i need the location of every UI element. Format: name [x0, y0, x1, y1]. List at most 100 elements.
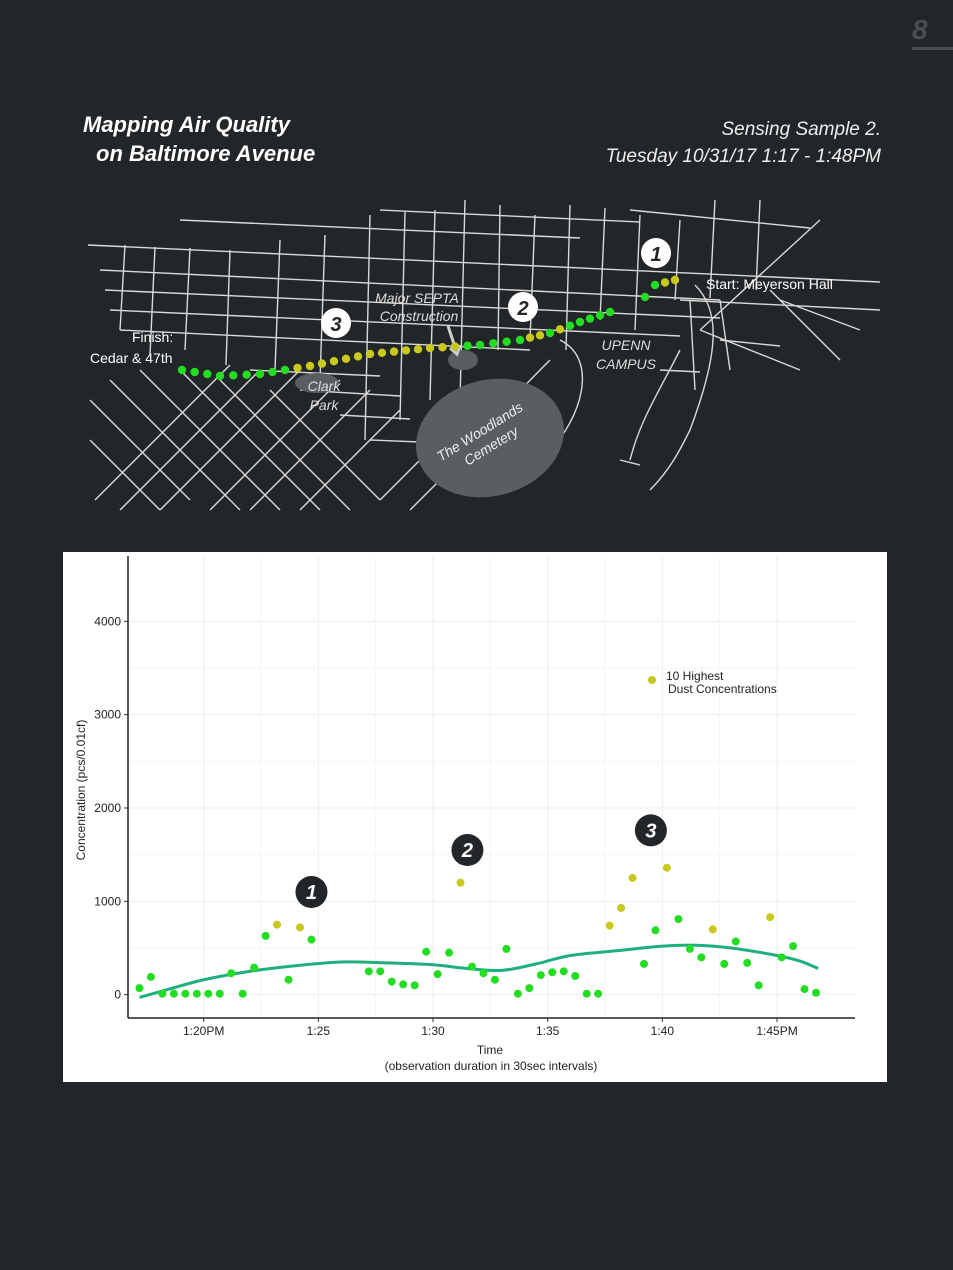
data-point-top10: [456, 878, 465, 887]
sensor-route: [177, 275, 680, 381]
data-point: [743, 958, 752, 967]
data-point: [261, 931, 270, 940]
x-axis-title: Time: [477, 1043, 504, 1057]
route-reading-dot: [229, 371, 238, 380]
data-point-top10: [273, 920, 282, 929]
data-point: [559, 967, 568, 976]
y-tick-label: 1000: [94, 894, 121, 908]
data-point: [284, 975, 293, 984]
route-reading-dot: [353, 352, 363, 361]
route-reading-dot: [660, 278, 670, 287]
finish-label-1: Finish:: [132, 329, 173, 345]
data-point: [754, 981, 763, 990]
data-point: [513, 989, 522, 998]
route-reading-dot: [585, 314, 595, 323]
campus-label-1: UPENN: [601, 337, 651, 353]
y-tick-label: 2000: [94, 801, 121, 815]
data-point: [410, 981, 419, 990]
svg-text:3: 3: [330, 314, 341, 336]
data-point: [215, 989, 224, 998]
data-point: [490, 975, 499, 984]
data-point: [777, 953, 786, 962]
route-reading-dot: [670, 275, 680, 285]
data-point: [433, 970, 442, 979]
route-reading-dot: [242, 370, 251, 379]
legend-label-2: Dust Concentrations: [668, 682, 777, 696]
data-point: [651, 926, 660, 935]
annotation-marker-3: 3: [634, 814, 667, 847]
route-reading-dot: [463, 341, 472, 350]
svg-text:2: 2: [516, 298, 528, 320]
route-reading-dot: [595, 311, 605, 320]
data-point: [204, 989, 213, 998]
data-point: [307, 935, 316, 944]
route-reading-dot: [317, 359, 327, 368]
data-points: [135, 863, 821, 998]
route-reading-dot: [305, 361, 315, 371]
route-reading-dot: [438, 343, 447, 352]
concentration-chart: 0 1000 2000 3000 4000 1:20PM 1:25 1:30 1:35 1:40…: [74, 556, 855, 1073]
x-axis-ticks: 1:20PM 1:25 1:30 1:35 1:40 1:45PM: [183, 1018, 798, 1038]
map-marker-2: 2: [508, 292, 538, 322]
data-point: [192, 989, 201, 998]
route-reading-dot: [555, 325, 565, 334]
data-point: [422, 947, 431, 956]
data-point: [479, 969, 488, 978]
x-tick-label: 1:25: [307, 1024, 331, 1038]
construction-area: [448, 350, 478, 370]
annotation-label: 3: [645, 820, 656, 842]
construction-label-1: Major SEPTA: [375, 290, 459, 306]
start-label: Start: Meyerson Hall: [706, 276, 833, 292]
route-reading-dot: [341, 354, 351, 363]
route-reading-dot: [413, 345, 423, 354]
data-point: [364, 967, 373, 976]
data-point: [387, 977, 396, 986]
data-point: [800, 985, 809, 994]
smooth-trend-line: [139, 943, 819, 999]
route-reading-dot: [502, 337, 511, 346]
y-tick-label: 0: [114, 988, 121, 1002]
route-reading-dot: [489, 339, 498, 348]
finish-label-2: Cedar & 47th: [90, 350, 173, 366]
data-point: [640, 959, 649, 968]
data-point: [250, 963, 259, 972]
chart-grid: [128, 556, 855, 1018]
data-point: [674, 915, 683, 924]
page-number: 8: [912, 14, 928, 45]
route-reading-dot: [389, 347, 399, 356]
route-reading-dot: [377, 348, 387, 357]
route-reading-dot: [575, 317, 585, 327]
route-reading-dot: [605, 307, 615, 317]
route-reading-dot: [535, 331, 545, 340]
data-point: [376, 967, 385, 976]
y-axis-ticks: 0 1000 2000 3000 4000: [94, 614, 128, 1002]
data-point-top10: [766, 913, 775, 922]
route-reading-dot: [177, 365, 187, 375]
page-number-rule: [912, 47, 953, 50]
route-reading-dot: [525, 333, 535, 342]
x-tick-label: 1:45PM: [756, 1024, 797, 1038]
page-title: Mapping Air Quality on Baltimore Avenue: [83, 110, 315, 168]
data-point: [468, 962, 477, 971]
map-marker-3: 3: [321, 308, 351, 338]
data-point: [135, 984, 144, 993]
route-reading-dot: [293, 363, 302, 373]
map-areas: [295, 350, 564, 498]
x-tick-label: 1:30: [421, 1024, 445, 1038]
data-point: [399, 980, 408, 989]
title-line-2: on Baltimore Avenue: [96, 141, 316, 166]
data-point: [685, 944, 694, 953]
data-point-top10: [708, 925, 717, 934]
clark-park-area: [295, 373, 339, 393]
annotation-marker-1: 1: [295, 876, 328, 908]
route-reading-dot: [475, 340, 485, 350]
route-reading-dot: [515, 335, 525, 345]
data-point: [731, 937, 740, 946]
data-point-top10: [628, 874, 637, 882]
construction-label-2: Construction: [380, 308, 459, 324]
data-point: [169, 989, 178, 998]
x-axis-subtitle: (observation duration in 30sec intervals…: [385, 1059, 598, 1073]
legend: 10 Highest Dust Concentrations: [648, 669, 777, 696]
legend-marker: [648, 676, 656, 684]
data-point: [697, 953, 706, 962]
